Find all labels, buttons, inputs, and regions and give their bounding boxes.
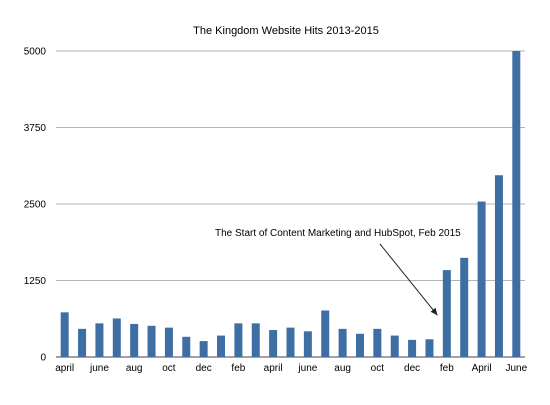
x-tick-label: june: [89, 363, 109, 374]
y-axis-ticks: 0 1250 2500 3750 5000: [24, 47, 47, 364]
bar-april-0: [60, 312, 69, 357]
bar-oct-6: [164, 327, 173, 357]
bar-nov-7: [182, 336, 191, 357]
bar-feb-10: [234, 323, 243, 357]
bar-aug-4: [130, 323, 139, 357]
bar-june-26: [512, 51, 521, 357]
bars: [60, 51, 521, 357]
bar-aug-16: [338, 328, 347, 357]
bar-jan-9: [217, 335, 226, 357]
bar-july-15: [321, 310, 330, 357]
bar-april-24: [477, 201, 486, 357]
bar-dec-8: [199, 341, 208, 357]
annotation: The Start of Content Marketing and HubSp…: [215, 228, 461, 316]
y-tick-label: 2500: [24, 200, 47, 211]
bar-sep-5: [147, 325, 156, 357]
annotation-text: The Start of Content Marketing and HubSp…: [215, 228, 461, 239]
bar-sep-17: [355, 333, 364, 357]
x-tick-label: dec: [404, 363, 420, 374]
bar-july-3: [112, 318, 121, 357]
annotation-arrow: [379, 243, 438, 316]
bar-may-25: [494, 175, 503, 357]
bar-june-2: [95, 323, 104, 357]
x-tick-label: aug: [334, 363, 351, 374]
x-axis-ticks: april june aug oct dec feb april june aug oct dec f…: [55, 363, 527, 374]
x-tick-label: April: [472, 363, 492, 374]
bar-jan-21: [425, 339, 434, 357]
bar-april-12: [269, 330, 278, 357]
x-tick-label: feb: [440, 363, 454, 374]
x-tick-label: feb: [231, 363, 245, 374]
bar-oct-18: [373, 328, 382, 357]
x-tick-label: april: [264, 363, 283, 374]
x-tick-label: oct: [162, 363, 176, 374]
gridlines: [56, 50, 525, 358]
bar-dec-20: [408, 339, 417, 357]
bar-may-13: [286, 327, 295, 357]
x-tick-label: aug: [126, 363, 143, 374]
bar-nov-19: [390, 335, 399, 357]
y-tick-label: 0: [40, 353, 46, 364]
bar-feb-22: [442, 270, 451, 357]
x-tick-label: april: [55, 363, 74, 374]
y-tick-label: 3750: [24, 123, 47, 134]
x-tick-label: june: [297, 363, 317, 374]
bar-mar-11: [251, 323, 260, 357]
chart-title: The Kingdom Website Hits 2013-2015: [193, 25, 379, 37]
annotation-arrowhead: [430, 307, 438, 316]
bar-june-14: [303, 331, 312, 357]
x-tick-label: oct: [371, 363, 385, 374]
x-tick-label: June: [505, 363, 527, 374]
y-tick-label: 5000: [24, 47, 47, 58]
y-tick-label: 1250: [24, 276, 47, 287]
bar-mar-23: [460, 257, 469, 357]
bar-may-1: [78, 328, 87, 357]
x-tick-label: dec: [196, 363, 212, 374]
